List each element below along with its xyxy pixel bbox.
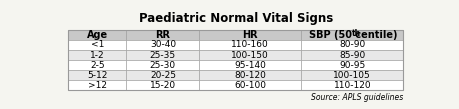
- Bar: [199, 40, 301, 50]
- Bar: [199, 30, 301, 40]
- Bar: [68, 30, 126, 40]
- Text: 20-25: 20-25: [150, 71, 175, 80]
- Bar: [68, 40, 126, 50]
- Bar: [199, 70, 301, 80]
- Text: Paediatric Normal Vital Signs: Paediatric Normal Vital Signs: [138, 12, 332, 26]
- Bar: [68, 50, 126, 60]
- Text: Age: Age: [87, 30, 108, 40]
- Bar: [126, 40, 199, 50]
- Text: RR: RR: [155, 30, 170, 40]
- Text: >12: >12: [88, 81, 106, 90]
- Bar: [199, 50, 301, 60]
- Bar: [301, 60, 403, 70]
- Text: 60-100: 60-100: [234, 81, 266, 90]
- Text: 30-40: 30-40: [150, 40, 176, 49]
- Text: 2-5: 2-5: [90, 61, 104, 70]
- Bar: [68, 70, 126, 80]
- Text: 1-2: 1-2: [90, 51, 104, 60]
- Text: 100-150: 100-150: [231, 51, 269, 60]
- Bar: [126, 50, 199, 60]
- Text: 110-160: 110-160: [231, 40, 269, 49]
- Text: 15-20: 15-20: [150, 81, 176, 90]
- Text: th: th: [352, 29, 361, 38]
- Bar: [301, 50, 403, 60]
- Text: 95-140: 95-140: [234, 61, 266, 70]
- Bar: [126, 80, 199, 90]
- Text: 5-12: 5-12: [87, 71, 107, 80]
- Bar: [199, 60, 301, 70]
- Bar: [126, 70, 199, 80]
- Text: 85-90: 85-90: [338, 51, 364, 60]
- Bar: [68, 60, 126, 70]
- Text: 90-95: 90-95: [338, 61, 364, 70]
- Text: SBP (50: SBP (50: [308, 30, 352, 40]
- Bar: [68, 30, 403, 90]
- Bar: [199, 80, 301, 90]
- Bar: [301, 70, 403, 80]
- Bar: [126, 60, 199, 70]
- Bar: [301, 40, 403, 50]
- Bar: [126, 30, 199, 40]
- Text: <1: <1: [90, 40, 104, 49]
- Bar: [68, 80, 126, 90]
- Bar: [301, 30, 403, 40]
- Text: 110-120: 110-120: [333, 81, 370, 90]
- Text: Source: APLS guidelines: Source: APLS guidelines: [310, 93, 403, 102]
- Text: HR: HR: [242, 30, 257, 40]
- Text: 100-105: 100-105: [333, 71, 370, 80]
- Text: 25-35: 25-35: [150, 51, 176, 60]
- Text: centile): centile): [352, 30, 397, 40]
- Text: 25-30: 25-30: [150, 61, 176, 70]
- Text: 80-90: 80-90: [338, 40, 364, 49]
- Text: 80-120: 80-120: [234, 71, 266, 80]
- Bar: [301, 80, 403, 90]
